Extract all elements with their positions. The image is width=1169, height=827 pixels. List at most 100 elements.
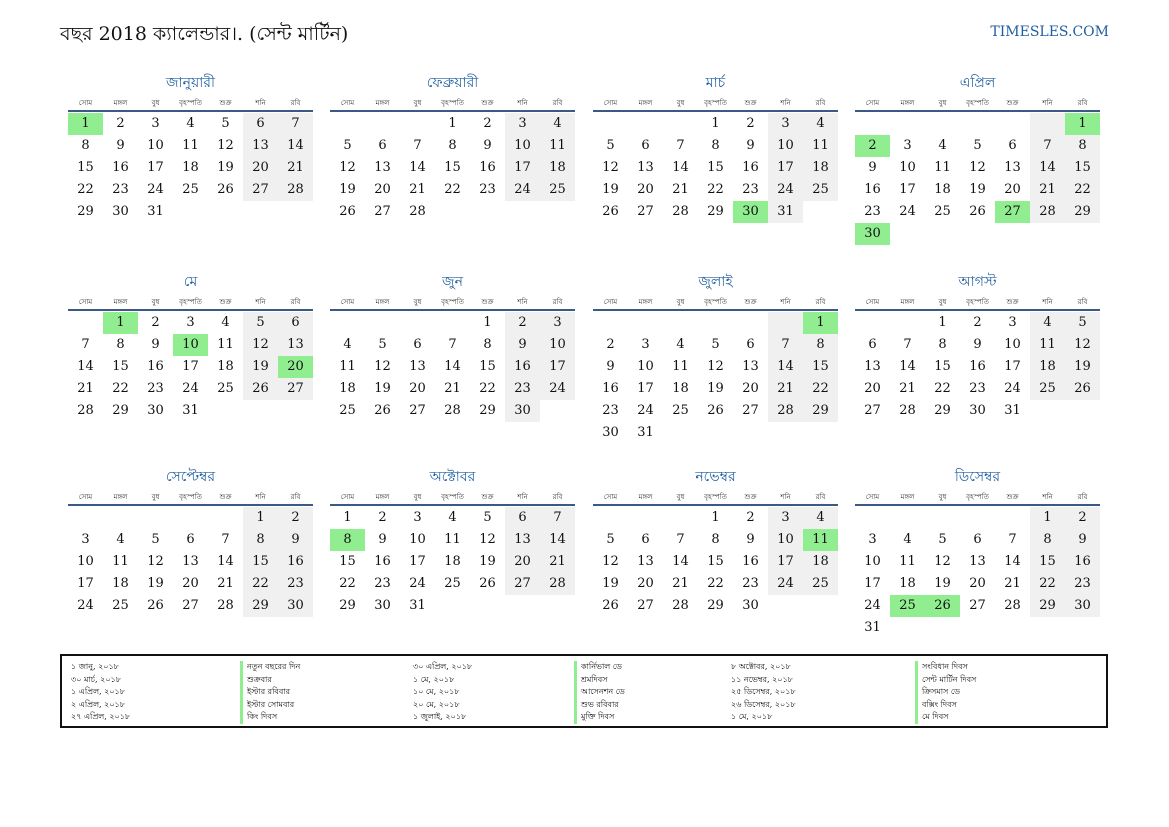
day-cell: 24 [147, 182, 164, 197]
day-cell: 5 [378, 337, 387, 352]
day-cell: 24 [505, 179, 540, 201]
day-cell: 18 [112, 576, 129, 591]
day-cell: 14 [1030, 157, 1065, 179]
month-name: অক্টোবর [429, 469, 476, 485]
day-cell: 26 [602, 598, 619, 613]
legend-date: ৩০ এপ্রিল, ২০১৮ [413, 662, 473, 671]
day-cell: 4 [676, 337, 685, 352]
empty-cell [925, 507, 960, 529]
month-block: জুলাই সোম মঙ্গল বুধ বৃহস্পতি শুক্র শনি রবি 1 2 3 4 5… [593, 272, 838, 444]
day-cell: 5 [483, 510, 492, 525]
day-cell: 13 [182, 554, 199, 569]
day-cell: 3 [768, 507, 803, 529]
day-cell: 17 [182, 359, 199, 374]
day-cell: 7 [903, 337, 912, 352]
day-cell: 26 [707, 403, 724, 418]
brand-link[interactable]: TIMESLES.COM [990, 24, 1109, 40]
day-cell: 10 [768, 135, 803, 157]
month-block: নভেম্বর সোম মঙ্গল বুধ বৃহস্পতি শুক্র শনি রবি 1 2 3… [593, 467, 838, 617]
legend-holiday-name: মে দিবস [922, 712, 949, 721]
day-cell: 11 [899, 554, 916, 569]
day-cell: 23 [1065, 573, 1100, 595]
day-cell: 1 [343, 510, 352, 525]
day-cell: 4 [803, 113, 838, 135]
day-cell: 5 [221, 116, 230, 131]
weekday-label: রবি [552, 493, 563, 501]
day-cell: 6 [378, 138, 387, 153]
day-cell: 8 [803, 334, 838, 356]
day-cell: 26 [374, 403, 391, 418]
day-cell: 6 [505, 507, 540, 529]
day-cell: 5 [973, 138, 982, 153]
day-cell: 14 [899, 359, 916, 374]
day-cell: 7 [81, 337, 90, 352]
day-cell: 15 [707, 160, 724, 175]
month-name: জুন [442, 274, 463, 290]
weekday-header: সোম মঙ্গল বুধ বৃহস্পতি শুক্র শনি রবি [68, 295, 313, 311]
day-cell: 29 [707, 204, 724, 219]
holiday-day-cell: 11 [803, 529, 838, 551]
month-name: সেপ্টেম্বর [165, 469, 216, 485]
holiday-day-cell: 10 [173, 334, 208, 356]
weekday-label: রবি [1077, 298, 1088, 306]
day-cell: 5 [343, 138, 352, 153]
day-cell: 12 [602, 554, 619, 569]
day-cell: 15 [444, 160, 461, 175]
weekday-label: শনি [255, 298, 266, 306]
day-cell: 15 [77, 160, 94, 175]
weekday-label: রবি [552, 298, 563, 306]
day-cell: 18 [217, 359, 234, 374]
day-cell: 17 [768, 157, 803, 179]
empty-cell [663, 113, 698, 135]
weekday-label: বুধ [413, 99, 422, 107]
empty-cell [103, 507, 138, 529]
day-cell: 28 [278, 179, 313, 201]
day-cell: 20 [243, 157, 278, 179]
day-cell: 30 [112, 204, 129, 219]
day-cell: 11 [934, 160, 951, 175]
weekday-label: মঙ্গল [900, 298, 915, 306]
day-cell: 6 [973, 532, 982, 547]
day-cell: 2 [116, 116, 125, 131]
day-cell: 14 [77, 359, 94, 374]
holiday-day-cell: 1 [103, 312, 138, 334]
legend-date: ১ জানু, ২০১৮ [71, 662, 119, 671]
day-cell: 5 [606, 138, 615, 153]
empty-cell [330, 312, 365, 334]
day-cell: 27 [409, 403, 426, 418]
day-cell: 21 [409, 182, 426, 197]
weekday-label: শনি [517, 493, 528, 501]
page-title: বছর 2018 ক্যালেন্ডার।. (সেন্ট মার্টিন) [60, 23, 349, 45]
day-cell: 7 [278, 113, 313, 135]
weekday-label: বুধ [676, 298, 685, 306]
day-cell: 13 [278, 334, 313, 356]
weekday-label: মঙ্গল [900, 493, 915, 501]
day-cell: 10 [637, 359, 654, 374]
day-cell: 2 [483, 116, 492, 131]
weekday-label: সোম [78, 493, 93, 501]
weekday-label: মঙ্গল [375, 493, 390, 501]
weekday-header: সোম মঙ্গল বুধ বৃহস্পতি শুক্র শনি রবি [68, 490, 313, 506]
weekday-label: সোম [865, 99, 880, 107]
day-cell: 17 [899, 182, 916, 197]
weekday-label: বুধ [938, 298, 947, 306]
empty-cell [68, 312, 103, 334]
weekday-label: বৃহস্পতি [441, 493, 464, 501]
day-cell: 4 [221, 315, 230, 330]
weekday-label: সোম [78, 99, 93, 107]
day-cell: 13 [374, 160, 391, 175]
legend-date: ৩০ মার্চ, ২০১৮ [71, 674, 121, 684]
empty-cell [890, 507, 925, 529]
month-name: নভেম্বর [695, 469, 736, 485]
day-cell: 5 [1065, 312, 1100, 334]
day-cell: 20 [637, 576, 654, 591]
weekday-label: বৃহস্পতি [441, 298, 464, 306]
day-cell: 27 [182, 598, 199, 613]
day-cell: 31 [768, 201, 803, 223]
day-cell: 25 [540, 179, 575, 201]
day-cell: 25 [672, 403, 689, 418]
day-cell: 25 [1030, 378, 1065, 400]
holiday-day-cell: 1 [803, 312, 838, 334]
legend-date: ১ মে, ২০১৮ [413, 674, 455, 684]
weekday-label: মঙ্গল [900, 99, 915, 107]
